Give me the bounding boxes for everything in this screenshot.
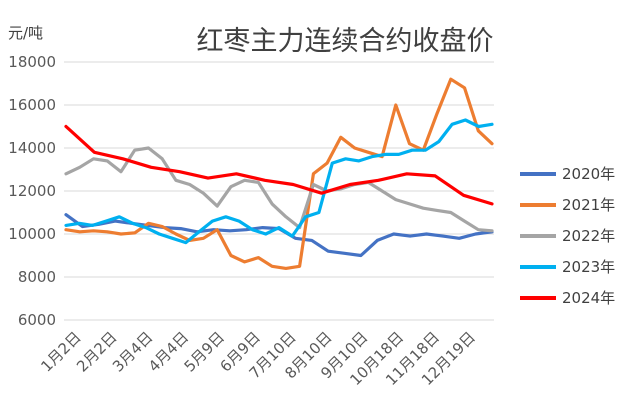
- legend-entry: 2022年: [562, 227, 615, 245]
- gridlines: [64, 61, 494, 321]
- series-lines: [64, 77, 494, 270]
- chart-title: 红枣主力连续合约收盘价: [197, 26, 494, 57]
- series-line: [64, 146, 494, 233]
- legend-entry: 2023年: [562, 258, 615, 276]
- x-axis-ticks: 1月2日2月2日3月4日4月4日5月9日6月9日7月10日8月10日9月10日1…: [37, 328, 479, 389]
- y-tick-label: 6000: [18, 311, 56, 329]
- y-tick-label: 18000: [8, 53, 56, 71]
- y-axis-ticks: 6000 8000 10000 12000 14000 16000 18000: [8, 53, 56, 329]
- legend-entry: 2024年: [562, 289, 615, 307]
- y-tick-label: 16000: [8, 96, 56, 114]
- y-tick-label: 14000: [8, 139, 56, 157]
- series-line: [64, 118, 494, 245]
- y-tick-label: 12000: [8, 182, 56, 200]
- legend-entry: 2021年: [562, 196, 615, 214]
- y-tick-label: 10000: [8, 225, 56, 243]
- legend-entry: 2020年: [562, 165, 615, 183]
- y-tick-label: 8000: [18, 268, 56, 286]
- series-line: [64, 124, 494, 206]
- legend: 2020年 2021年 2022年 2023年 2024年: [520, 165, 615, 307]
- y-axis-label: 元/吨: [8, 24, 43, 42]
